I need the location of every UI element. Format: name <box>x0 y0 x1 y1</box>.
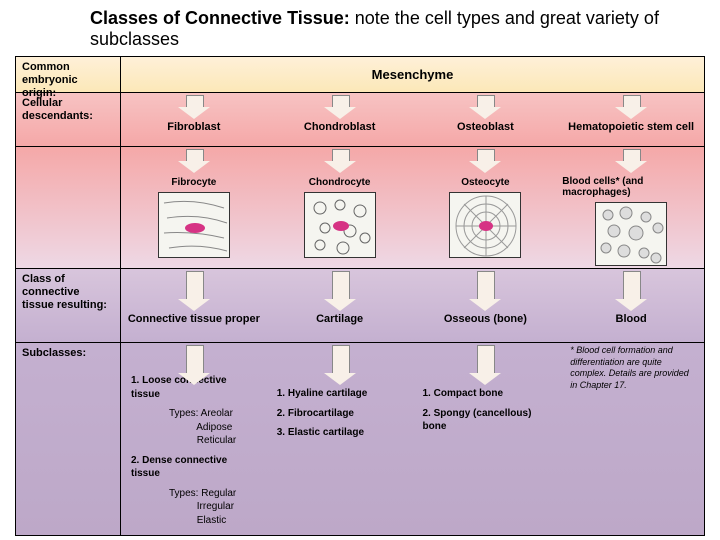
fibrocyte-image <box>158 192 230 258</box>
col-blood: Blood <box>558 269 704 342</box>
mesenchyme-label: Mesenchyme <box>121 57 704 92</box>
label-empty <box>16 147 121 268</box>
label-subclasses: Subclasses: <box>16 343 121 535</box>
arrow-icon <box>322 149 358 173</box>
col-bloodcells: Blood cells* (and macrophages) <box>558 147 704 268</box>
arrow-icon <box>176 95 212 119</box>
blood-label: Blood <box>616 313 647 325</box>
chondrocyte-image <box>304 192 376 258</box>
arrow-icon <box>176 345 212 372</box>
descendants-content: Fibroblast Chondroblast Osteoblast Hemat… <box>121 93 704 146</box>
subclass-bone: 1. Compact bone 2. Spongy (cancellous) b… <box>417 387 555 440</box>
ctp-label: Connective tissue proper <box>128 313 260 325</box>
subclass-cartilage: 1. Hyaline cartilage 2. Fibrocartilage 3… <box>271 387 409 446</box>
col-fibroblast: Fibroblast <box>121 93 267 146</box>
subcol4: * Blood cell formation and differentiati… <box>558 343 704 535</box>
osteocyte-image <box>449 192 521 258</box>
col-osseous: Osseous (bone) <box>413 269 559 342</box>
arrow-icon <box>467 345 503 385</box>
cytes-content: Fibrocyte Chondrocyte Osteocyte <box>121 147 704 268</box>
chondrocyte-label: Chondrocyte <box>309 177 371 188</box>
class-content: Connective tissue proper Cartilage Osseo… <box>121 269 704 342</box>
arrow-icon <box>467 95 503 119</box>
chondroblast-label: Chondroblast <box>304 121 376 133</box>
s1: 1. Hyaline cartilage <box>277 387 403 401</box>
osteocyte-label: Osteocyte <box>461 177 509 188</box>
label-descendants: Cellular descendants: <box>16 93 121 146</box>
s2: 2. Fibrocartilage <box>277 407 403 421</box>
bloodcells-label: Blood cells* (and macrophages) <box>562 176 700 198</box>
cell-svg <box>159 193 230 258</box>
t1: Types: Areolar Adipose Reticular <box>131 407 257 448</box>
arrow-icon <box>176 149 212 173</box>
arrow-icon <box>176 271 212 311</box>
title-bold: Classes of Connective Tissue: <box>90 8 350 28</box>
arrow-icon <box>322 95 358 119</box>
s3: 3. Elastic cartilage <box>277 426 403 440</box>
cell-svg <box>596 203 667 266</box>
col-cartilage: Cartilage <box>267 269 413 342</box>
row-subclasses: Subclasses: 1. Loose connective tissue T… <box>16 343 704 535</box>
row-class: Class of connective tissue resulting: Co… <box>16 269 704 343</box>
col-chondroblast: Chondroblast <box>267 93 413 146</box>
arrow-icon <box>322 271 358 311</box>
label-class: Class of connective tissue resulting: <box>16 269 121 342</box>
col-hemato: Hematopoietic stem cell <box>558 93 704 146</box>
fibrocyte-label: Fibrocyte <box>171 177 216 188</box>
arrow-icon <box>613 149 649 172</box>
page-title: Classes of Connective Tissue: note the c… <box>0 0 720 56</box>
col-osteoblast: Osteoblast <box>413 93 559 146</box>
fibroblast-label: Fibroblast <box>167 121 220 133</box>
bloodcells-image <box>595 202 667 266</box>
subcol3: 1. Compact bone 2. Spongy (cancellous) b… <box>413 343 559 535</box>
blood-note: * Blood cell formation and differentiati… <box>562 345 700 392</box>
arrow-icon <box>467 271 503 311</box>
subclass-ctp: 1. Loose connective tissue Types: Areola… <box>125 374 263 533</box>
row-descendants: Cellular descendants: Fibroblast Chondro… <box>16 93 704 147</box>
col-ctp: Connective tissue proper <box>121 269 267 342</box>
t2: Types: Regular Irregular Elastic <box>131 487 257 528</box>
s2: 2. Dense connective tissue <box>131 454 257 481</box>
arrow-icon <box>613 95 649 119</box>
col-chondrocyte: Chondrocyte <box>267 147 413 268</box>
subcol1: 1. Loose connective tissue Types: Areola… <box>121 343 267 535</box>
col-fibrocyte: Fibrocyte <box>121 147 267 268</box>
arrow-icon <box>613 271 649 311</box>
subclasses-content: 1. Loose connective tissue Types: Areola… <box>121 343 704 535</box>
hemato-label: Hematopoietic stem cell <box>568 121 694 133</box>
osteoblast-label: Osteoblast <box>457 121 514 133</box>
osseous-label: Osseous (bone) <box>444 313 527 325</box>
cell-svg <box>305 193 376 258</box>
diagram-container: Common embryonic origin: Mesenchyme Cell… <box>15 56 705 536</box>
subcol2: 1. Hyaline cartilage 2. Fibrocartilage 3… <box>267 343 413 535</box>
label-origin: Common embryonic origin: <box>16 57 121 92</box>
s2: 2. Spongy (cancellous) bone <box>423 407 549 434</box>
row-origin: Common embryonic origin: Mesenchyme <box>16 57 704 93</box>
s1: 1. Compact bone <box>423 387 549 401</box>
arrow-icon <box>322 345 358 385</box>
cell-svg <box>450 193 521 258</box>
arrow-icon <box>467 149 503 173</box>
row-cytes: Fibrocyte Chondrocyte Osteocyte <box>16 147 704 269</box>
cartilage-label: Cartilage <box>316 313 363 325</box>
col-osteocyte: Osteocyte <box>413 147 559 268</box>
